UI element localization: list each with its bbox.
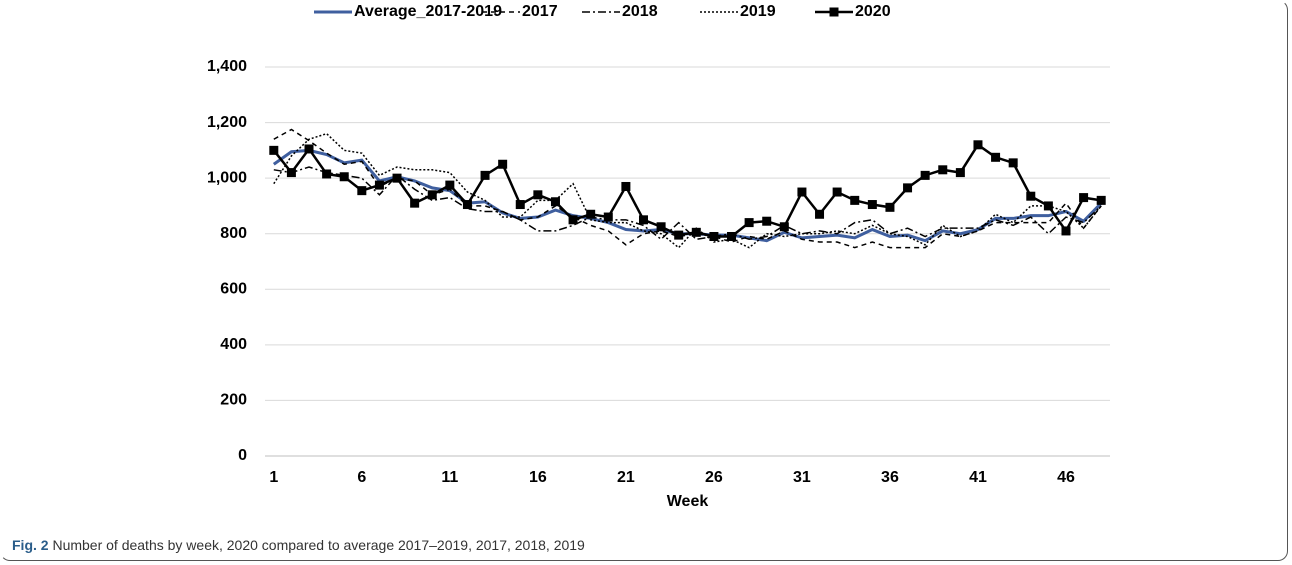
y-tick-label: 600 (220, 281, 247, 298)
marker (603, 212, 613, 222)
x-tick-label: 11 (441, 469, 458, 486)
marker (638, 215, 648, 225)
marker (550, 197, 560, 207)
marker (1008, 158, 1018, 168)
marker (903, 183, 913, 193)
x-tick-label: 26 (705, 469, 723, 486)
caption: Fig. 2 Number of deaths by week, 2020 co… (12, 537, 585, 553)
marker (304, 144, 314, 154)
x-tick-label: 6 (357, 469, 366, 486)
marker (374, 180, 384, 190)
legend-label: 2019 (740, 3, 776, 20)
y-tick-label: 400 (220, 336, 247, 353)
series-line (272, 143, 1102, 238)
marker (674, 230, 684, 240)
series-line (273, 166, 1102, 241)
marker (867, 200, 877, 210)
marker (533, 190, 543, 200)
marker (392, 173, 402, 183)
y-tick-label: 1,400 (207, 58, 247, 75)
series-line (272, 148, 1103, 243)
x-tick-label: 21 (617, 469, 635, 486)
x-tick-label: 41 (969, 469, 987, 486)
y-tick-label: 1,000 (207, 169, 247, 186)
marker (568, 215, 578, 225)
marker (885, 202, 895, 212)
caption-label: Fig. 2 (12, 537, 49, 553)
marker (727, 231, 737, 241)
marker (1079, 193, 1089, 203)
series-line (273, 132, 1102, 249)
caption-text: Number of deaths by week, 2020 compared … (52, 537, 585, 553)
marker (269, 145, 279, 155)
marker (797, 187, 807, 197)
marker (410, 198, 420, 208)
x-tick-label: 16 (529, 469, 547, 486)
marker (815, 209, 825, 219)
marker (691, 227, 701, 237)
series-line (273, 128, 1102, 249)
marker (762, 216, 772, 226)
legend-label: 2017 (522, 3, 558, 20)
marker (920, 170, 930, 180)
marker (462, 200, 472, 210)
marker (832, 187, 842, 197)
marker (850, 195, 860, 205)
y-tick-label: 800 (220, 225, 247, 242)
marker (498, 159, 508, 169)
marker (480, 170, 490, 180)
marker (1043, 201, 1053, 211)
legend-marker (829, 7, 839, 17)
marker (445, 180, 455, 190)
marker (709, 231, 719, 241)
marker (656, 222, 666, 232)
legend-label: 2020 (855, 3, 891, 20)
marker (1096, 195, 1106, 205)
marker (955, 168, 965, 178)
marker (515, 200, 525, 210)
marker (1026, 191, 1036, 201)
marker (779, 222, 789, 232)
marker (973, 140, 983, 150)
x-tick-label: 36 (881, 469, 899, 486)
marker (322, 169, 332, 179)
x-axis-label: Week (667, 493, 709, 510)
marker (1061, 226, 1071, 236)
marker (744, 218, 754, 228)
y-tick-label: 1,200 (207, 114, 247, 131)
x-tick-label: 46 (1057, 469, 1075, 486)
legend-label: 2018 (622, 3, 658, 20)
marker (938, 165, 948, 175)
marker (586, 209, 596, 219)
marker (357, 186, 367, 196)
x-tick-label: 1 (269, 469, 278, 486)
x-tick-label: 31 (793, 469, 811, 486)
y-tick-label: 0 (238, 447, 247, 464)
marker (339, 172, 349, 182)
marker (427, 190, 437, 200)
legend-label: Average_2017-2019 (354, 3, 502, 20)
marker (621, 181, 631, 191)
y-tick-label: 200 (220, 392, 247, 409)
marker (286, 168, 296, 178)
marker (991, 152, 1001, 162)
